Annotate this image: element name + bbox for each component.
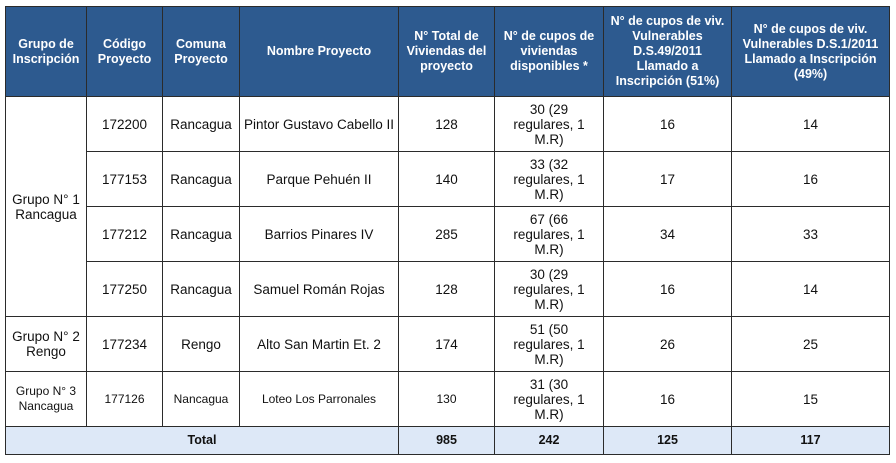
codigo-cell: 177153	[86, 151, 163, 207]
total-label: Total	[5, 426, 399, 455]
header-row: Grupo de Inscripción Código Proyecto Com…	[5, 6, 890, 97]
nombre-cell: Samuel Román Rojas	[239, 261, 399, 317]
table-row: 177153 Rancagua Parque Pehuén II 140 33 …	[6, 151, 890, 207]
cupos-cell: 51 (50 regulares, 1 M.R)	[494, 316, 604, 372]
comuna-cell: Rancagua	[162, 151, 240, 207]
group-cell: Grupo N° 3 Nancagua	[5, 371, 87, 427]
cupos-table: Grupo de Inscripción Código Proyecto Com…	[5, 6, 890, 455]
header-codigo: Código Proyecto	[86, 6, 163, 97]
comuna-cell: Rancagua	[162, 261, 240, 317]
cupos-cell: 31 (30 regulares, 1 M.R)	[494, 371, 604, 427]
ds49-cell: 16	[603, 371, 732, 427]
nombre-cell: Pintor Gustavo Cabello II	[239, 96, 399, 152]
ds1-cell: 14	[731, 261, 890, 317]
ds1-cell: 15	[731, 371, 890, 427]
total-cupos: 242	[494, 426, 604, 455]
total-cell: 130	[398, 371, 495, 427]
cupos-cell: 30 (29 regulares, 1 M.R)	[494, 261, 604, 317]
codigo-cell: 177212	[86, 206, 163, 262]
cupos-cell: 33 (32 regulares, 1 M.R)	[494, 151, 604, 207]
comuna-cell: Rancagua	[162, 206, 240, 262]
header-total: N° Total de Viviendas del proyecto	[398, 6, 495, 97]
comuna-cell: Rengo	[162, 316, 240, 372]
total-cell: 128	[398, 96, 495, 152]
table-row: Grupo N° 2 Rengo 177234 Rengo Alto San M…	[5, 316, 890, 372]
table-row: Grupo N° 3 Nancagua 177126 Nancagua Lote…	[5, 371, 890, 427]
ds49-cell: 17	[603, 151, 732, 207]
group-cell: Grupo N° 1 Rancagua	[5, 96, 87, 317]
total-cell: 140	[398, 151, 495, 207]
ds49-cell: 34	[603, 206, 732, 262]
total-row: Total 985 242 125 117	[5, 426, 890, 455]
cupos-cell: 30 (29 regulares, 1 M.R)	[494, 96, 604, 152]
header-cupos: N° de cupos de viviendas disponibles *	[494, 6, 604, 97]
nombre-cell: Barrios Pinares IV	[239, 206, 399, 262]
comuna-cell: Nancagua	[162, 371, 240, 427]
ds1-cell: 14	[731, 96, 890, 152]
ds49-cell: 26	[603, 316, 732, 372]
ds1-cell: 25	[731, 316, 890, 372]
total-cell: 128	[398, 261, 495, 317]
total-cell: 174	[398, 316, 495, 372]
ds1-cell: 33	[731, 206, 890, 262]
codigo-cell: 177126	[86, 371, 163, 427]
codigo-cell: 177250	[86, 261, 163, 317]
table-row: 177250 Rancagua Samuel Román Rojas 128 3…	[6, 261, 890, 317]
header-comuna: Comuna Proyecto	[162, 6, 240, 97]
nombre-cell: Loteo Los Parronales	[239, 371, 399, 427]
cupos-cell: 67 (66 regulares, 1 M.R)	[494, 206, 604, 262]
ds49-cell: 16	[603, 96, 732, 152]
ds1-cell: 16	[731, 151, 890, 207]
table-row: Grupo N° 1 Rancagua 172200 Rancagua Pint…	[5, 96, 890, 317]
total-ds49: 125	[603, 426, 732, 455]
comuna-cell: Rancagua	[162, 96, 240, 152]
header-ds1: N° de cupos de viv. Vulnerables D.S.1/20…	[731, 6, 890, 97]
nombre-cell: Parque Pehuén II	[239, 151, 399, 207]
codigo-cell: 177234	[86, 316, 163, 372]
header-nombre: Nombre Proyecto	[239, 6, 399, 97]
nombre-cell: Alto San Martin Et. 2	[239, 316, 399, 372]
header-ds49: N° de cupos de viv. Vulnerables D.S.49/2…	[603, 6, 732, 97]
total-ds1: 117	[731, 426, 890, 455]
total-viviendas: 985	[398, 426, 495, 455]
codigo-cell: 172200	[86, 96, 163, 152]
table-row: 177212 Rancagua Barrios Pinares IV 285 6…	[6, 206, 890, 262]
total-cell: 285	[398, 206, 495, 262]
ds49-cell: 16	[603, 261, 732, 317]
group-cell: Grupo N° 2 Rengo	[5, 316, 87, 372]
header-grupo: Grupo de Inscripción	[5, 6, 87, 97]
